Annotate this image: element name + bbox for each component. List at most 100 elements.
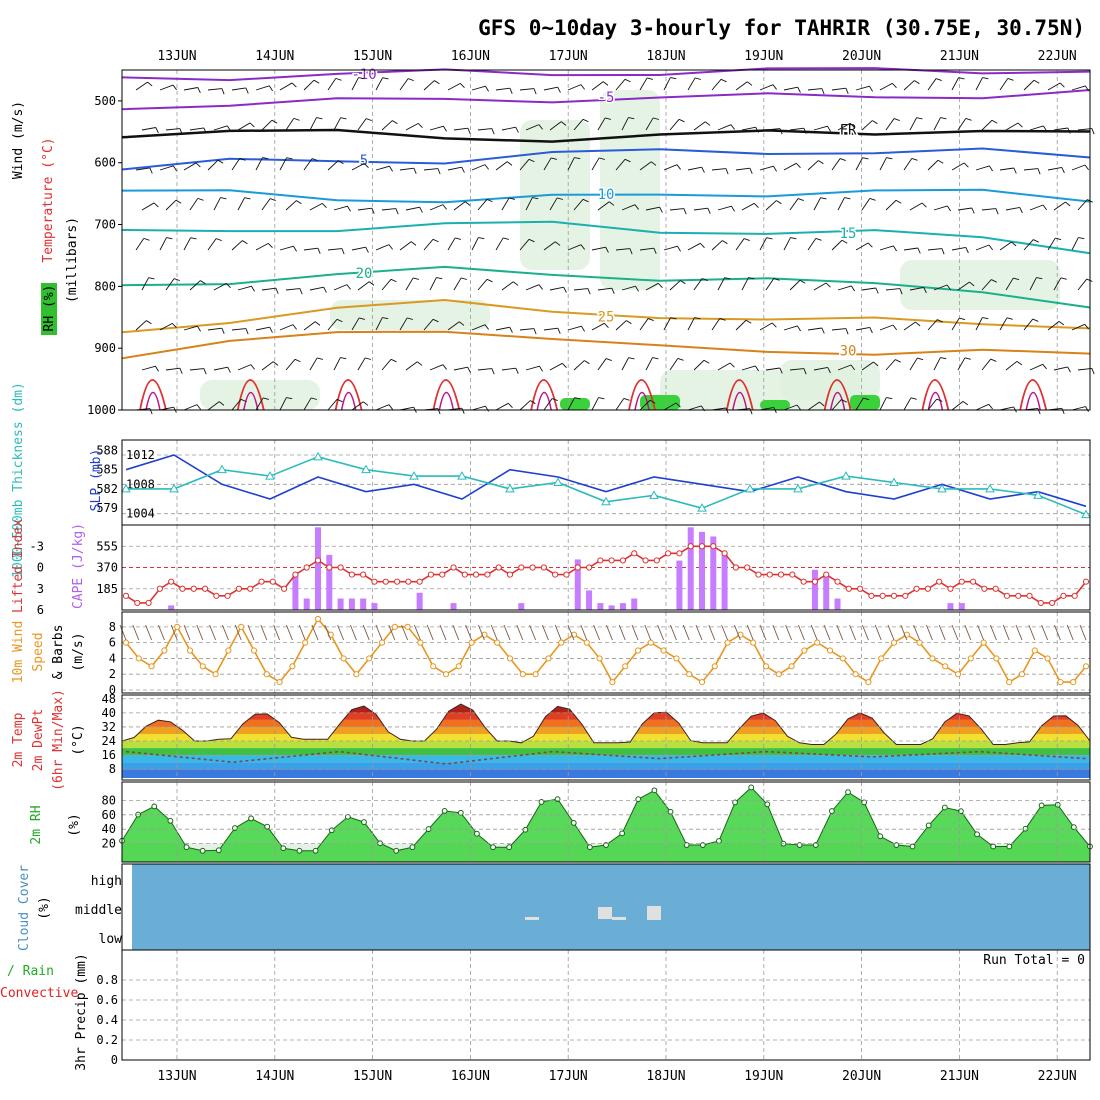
wind-barb bbox=[165, 278, 175, 291]
wind-barb bbox=[933, 117, 941, 131]
wind-barb bbox=[207, 327, 222, 331]
cloud-panel bbox=[121, 863, 1091, 951]
rh-marker bbox=[183, 844, 190, 851]
cape-bar bbox=[371, 603, 378, 610]
warm-core-contour bbox=[927, 391, 944, 411]
wind-barb-flag bbox=[699, 243, 705, 248]
wind-barb-flag bbox=[382, 317, 389, 320]
cape-bar bbox=[676, 560, 683, 610]
wind-barb bbox=[261, 287, 276, 291]
wind-barb-flag bbox=[982, 77, 989, 80]
wind-barb bbox=[255, 242, 269, 251]
wind-barb bbox=[333, 205, 348, 211]
wind10-marker bbox=[686, 671, 693, 678]
wind10-marker bbox=[916, 639, 923, 646]
wind-barb-flag bbox=[598, 397, 605, 400]
wind-barb-flag bbox=[172, 84, 178, 91]
wind-barb bbox=[207, 88, 222, 91]
wind10-marker bbox=[455, 663, 462, 670]
wind-barb-flag bbox=[971, 207, 975, 214]
wind10-barb bbox=[797, 624, 805, 641]
wind-barb bbox=[783, 162, 797, 171]
wind-barb bbox=[543, 157, 552, 171]
thickness-marker bbox=[841, 471, 851, 480]
wind-barb bbox=[807, 160, 819, 171]
wind-barb bbox=[591, 157, 600, 171]
cloud-label: Cloud Cover bbox=[17, 865, 32, 951]
wind-barb-flag bbox=[629, 248, 633, 255]
temp-band bbox=[122, 719, 1090, 727]
wind-barb-flag bbox=[873, 361, 879, 367]
wind10-barb bbox=[349, 624, 357, 641]
wind-barb-flag bbox=[533, 88, 537, 95]
wind-barb bbox=[309, 117, 317, 131]
cape-bar bbox=[631, 598, 638, 610]
wind-barb-flag bbox=[240, 398, 247, 403]
wind-barb bbox=[471, 85, 486, 91]
wind10-marker bbox=[545, 655, 552, 662]
wind10-marker bbox=[430, 663, 437, 670]
rh-marker bbox=[925, 822, 932, 829]
wind10-barb bbox=[964, 624, 972, 641]
warm-core-contour bbox=[243, 391, 259, 411]
wind-barb bbox=[951, 400, 964, 411]
wind-barb bbox=[615, 398, 625, 411]
temp-tick-label: 8 bbox=[109, 762, 116, 776]
wind10-barb bbox=[644, 624, 652, 641]
wind-barb bbox=[645, 282, 659, 291]
wind-barb bbox=[741, 202, 755, 211]
wind-barb-flag bbox=[389, 166, 393, 172]
wind-barb-flag bbox=[964, 357, 971, 360]
wind10-barb bbox=[285, 624, 293, 641]
wind10-barb bbox=[145, 624, 153, 641]
rh-marker bbox=[264, 823, 271, 830]
wind-barb-flag bbox=[604, 117, 612, 120]
wind-barb bbox=[141, 277, 150, 291]
wind10-barb bbox=[401, 624, 409, 641]
wind-barb bbox=[903, 397, 912, 411]
date-label-top: 20JUN bbox=[842, 49, 881, 64]
lifted-index-marker bbox=[156, 585, 163, 592]
wind-barb-flag bbox=[538, 284, 543, 290]
wind-barb bbox=[381, 278, 392, 291]
wind-barb bbox=[573, 360, 585, 371]
temp-band bbox=[122, 755, 1090, 763]
temp-contour bbox=[121, 298, 1091, 334]
wind-barb bbox=[183, 87, 198, 91]
wind-barb bbox=[405, 361, 418, 371]
temp-band bbox=[122, 704, 1090, 706]
wind10-marker bbox=[276, 679, 283, 686]
wind-barb bbox=[519, 158, 530, 171]
pressure-tick-label: 500 bbox=[94, 94, 116, 108]
wind-barb-flag bbox=[390, 358, 397, 363]
wind-barb-flag bbox=[724, 277, 731, 280]
wind-barb-flag bbox=[437, 168, 441, 175]
rh2m-label: 2m RH bbox=[29, 805, 44, 844]
wind-barb bbox=[429, 277, 437, 291]
rh-marker bbox=[828, 808, 835, 814]
wind10-barb bbox=[861, 624, 869, 641]
lifted-index-marker bbox=[281, 585, 288, 592]
wind10-barb bbox=[465, 624, 473, 641]
wind-barb-flag bbox=[795, 163, 801, 168]
wind-barb bbox=[135, 81, 148, 91]
wind-barb-flag bbox=[406, 317, 414, 320]
wind10-marker bbox=[1057, 679, 1064, 686]
wind-barb-flag bbox=[965, 247, 969, 254]
wind-barb bbox=[501, 367, 516, 371]
wind-barb-flag bbox=[419, 207, 423, 213]
rh-marker bbox=[1022, 825, 1029, 832]
rh-marker bbox=[877, 833, 884, 840]
wind-barb bbox=[909, 202, 923, 211]
wind-barb-flag bbox=[533, 328, 537, 335]
wind-barb bbox=[159, 237, 167, 251]
rh-marker bbox=[328, 827, 335, 834]
wind-barb-flag bbox=[895, 359, 901, 363]
wind-barb-flag bbox=[314, 321, 321, 326]
wind10-barb bbox=[605, 624, 613, 641]
upper-air-frame bbox=[121, 69, 1091, 411]
pressure-tick-label: 800 bbox=[94, 279, 116, 293]
wind-barb bbox=[813, 125, 828, 131]
warm-core-contour bbox=[1019, 379, 1048, 411]
